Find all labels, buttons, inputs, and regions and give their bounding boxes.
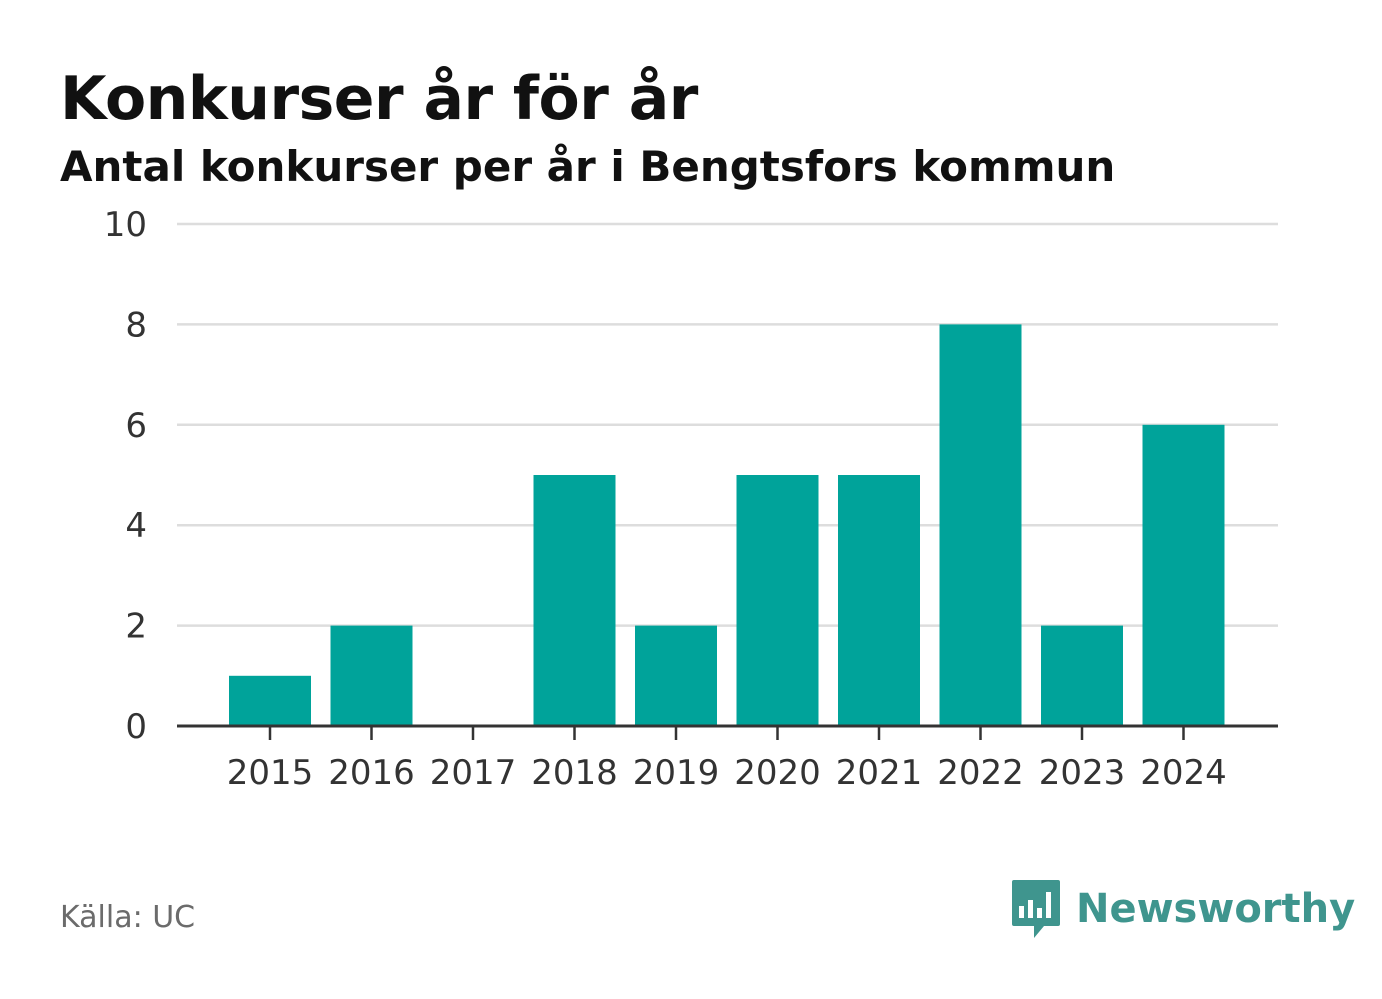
bar-2023: [1041, 625, 1123, 726]
x-tick-labels: 2015 2016 2017 2018 2019 2020 2021 2022 2023 2024: [227, 753, 1227, 793]
x-tick-label: 2022: [937, 753, 1024, 793]
y-tick-label: 8: [125, 305, 147, 345]
y-tick-label: 0: [125, 707, 147, 747]
x-tick-label: 2016: [328, 753, 415, 793]
bar-2021: [838, 475, 920, 726]
bars: [229, 324, 1225, 726]
x-tick-label: 2024: [1140, 753, 1227, 793]
axes: [177, 724, 1278, 740]
brand-name: Newsworthy: [1076, 886, 1356, 932]
y-tick-label: 10: [104, 205, 147, 245]
x-tick-label: 2015: [227, 753, 314, 793]
bar-2015: [229, 675, 311, 726]
bar-2016: [330, 625, 413, 726]
x-tick-label: 2020: [734, 753, 821, 793]
newsworthy-logo-icon: [1012, 880, 1060, 938]
bar-2018: [533, 475, 616, 726]
chart-title: Konkurser år för år: [60, 64, 698, 134]
y-tick-labels: 0 2 4 6 8 10: [104, 205, 147, 747]
x-tick-label: 2021: [836, 753, 923, 793]
x-tick-label: 2019: [633, 753, 720, 793]
bar-2020: [736, 475, 819, 726]
brand-logo: Newsworthy: [1010, 878, 1355, 940]
chart-subtitle: Antal konkurser per år i Bengtsfors komm…: [60, 142, 1116, 191]
x-tick-label: 2017: [430, 753, 517, 793]
y-tick-label: 2: [125, 607, 147, 647]
x-tick-label: 2023: [1039, 753, 1126, 793]
x-tick-label: 2018: [531, 753, 618, 793]
bar-2024: [1142, 424, 1225, 726]
y-tick-label: 6: [125, 406, 147, 446]
bar-2022: [939, 324, 1022, 726]
bar-2019: [635, 625, 717, 726]
grid-lines: [177, 222, 1278, 627]
y-tick-label: 4: [125, 506, 147, 546]
source-note: Källa: UC: [60, 900, 196, 935]
